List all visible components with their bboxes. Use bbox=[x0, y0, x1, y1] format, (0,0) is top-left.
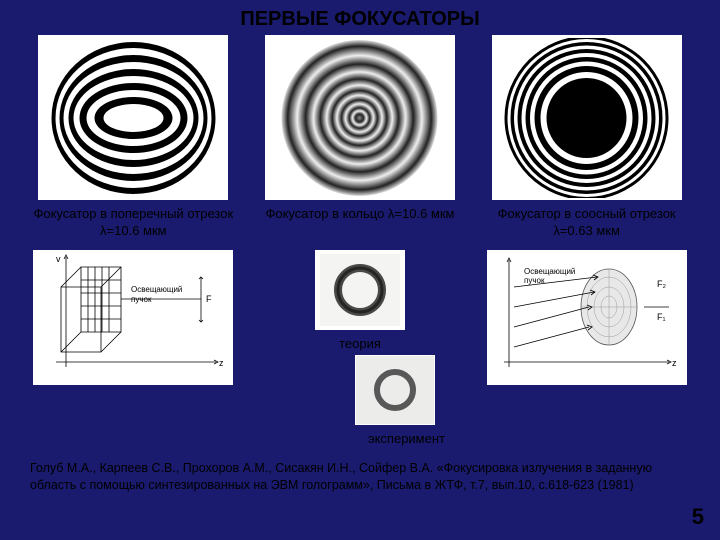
caption-1: Фокусатор в поперечный отрезок λ=10.6 мк… bbox=[33, 206, 233, 240]
pattern-ring-focuser bbox=[265, 35, 455, 200]
experiment-images: теория эксперимент bbox=[260, 250, 460, 450]
svg-text:v: v bbox=[56, 254, 61, 264]
optical-diagram-right: F₂ F₁ Освещающий пучок z bbox=[487, 250, 687, 385]
svg-text:Освещающий: Освещающий bbox=[524, 267, 575, 276]
svg-text:z: z bbox=[219, 358, 224, 368]
citation-text: Голуб М.А., Карпеев С.В., Прохоров А.М.,… bbox=[0, 450, 720, 494]
page-number: 5 bbox=[692, 504, 704, 530]
pattern-transverse-segment bbox=[38, 35, 228, 200]
pattern-2: Фокусатор в кольцо λ=10.6 мкм bbox=[260, 35, 460, 240]
diagrams-row: Освещающий пучок F z v теория bbox=[0, 240, 720, 450]
patterns-row: Фокусатор в поперечный отрезок λ=10.6 мк… bbox=[0, 35, 720, 240]
theory-ring-image bbox=[315, 250, 405, 330]
svg-text:F: F bbox=[206, 294, 212, 304]
experiment-label: эксперимент bbox=[368, 431, 445, 446]
theory-label: теория bbox=[339, 336, 381, 351]
experiment-ring-image bbox=[355, 355, 435, 425]
optical-diagram-left: Освещающий пучок F z v bbox=[33, 250, 233, 385]
caption-3: Фокусатор в соосный отрезок λ=0.63 мкм bbox=[487, 206, 687, 240]
diagram-right-cell: F₂ F₁ Освещающий пучок z bbox=[487, 250, 687, 385]
svg-text:F₂: F₂ bbox=[657, 279, 666, 289]
svg-text:F₁: F₁ bbox=[657, 312, 666, 322]
caption-2: Фокусатор в кольцо λ=10.6 мкм bbox=[265, 206, 454, 223]
pattern-coaxial-segment bbox=[492, 35, 682, 200]
svg-text:z: z bbox=[672, 358, 677, 368]
svg-text:пучок: пучок bbox=[131, 295, 152, 304]
diagram-left-cell: Освещающий пучок F z v bbox=[33, 250, 233, 385]
pattern-1: Фокусатор в поперечный отрезок λ=10.6 мк… bbox=[33, 35, 233, 240]
svg-text:Освещающий: Освещающий bbox=[131, 285, 182, 294]
pattern-3: Фокусатор в соосный отрезок λ=0.63 мкм bbox=[487, 35, 687, 240]
slide-title: ПЕРВЫЕ ФОКУСАТОРЫ bbox=[0, 0, 720, 35]
svg-text:пучок: пучок bbox=[524, 276, 545, 285]
